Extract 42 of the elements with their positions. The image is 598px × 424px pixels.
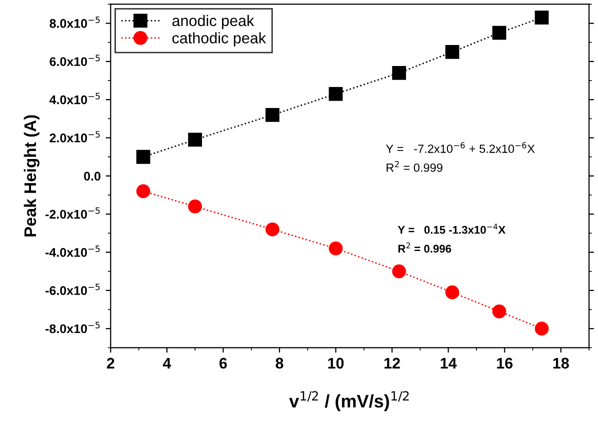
point xyxy=(445,285,460,300)
x-tick-label: 8 xyxy=(276,358,284,369)
point xyxy=(534,10,549,25)
point xyxy=(265,108,280,122)
point xyxy=(492,304,506,318)
point xyxy=(392,66,406,80)
x-tick-label: 6 xyxy=(220,358,227,369)
annotation: R$^{2}$ = 0.999 xyxy=(386,161,442,172)
x-tick-label: 14 xyxy=(440,358,457,368)
y-tick-label: 2.0x10$^{−5}$ xyxy=(50,131,100,142)
x-tick-label: 10 xyxy=(328,358,344,369)
point xyxy=(328,242,343,256)
y-tick-label: -4.0x10$^{−5}$ xyxy=(46,246,100,257)
annotation: Y = -7.2x10$^{−6}$ + 5.2x10$^{−6}$X xyxy=(386,142,535,153)
point xyxy=(492,26,506,40)
x-tick-label: 16 xyxy=(497,358,513,369)
y-tick-label: -2.0x10$^{−5}$ xyxy=(46,207,100,219)
legend-label: anodic peak xyxy=(172,14,254,30)
point xyxy=(136,184,150,198)
y-tick-label: -8.0x10$^{−5}$ xyxy=(46,322,100,334)
y-tick-label: -6.0x10$^{−5}$ xyxy=(46,284,100,296)
point xyxy=(136,150,150,164)
point xyxy=(392,264,406,278)
point xyxy=(445,44,460,59)
legend-label: cathodic peak xyxy=(172,32,266,46)
y-tick-label: 4.0x10$^{−5}$ xyxy=(49,92,100,104)
y-axis-title: Peak Height (A) xyxy=(24,115,40,236)
x-tick-label: 2 xyxy=(106,358,114,368)
point xyxy=(328,86,343,101)
x-axis-title: v$^{1/2}$ / (mV/s)$^{1/2}$ xyxy=(289,391,409,412)
x-tick-label: 4 xyxy=(162,358,172,368)
point xyxy=(265,222,280,236)
x-tick-label: 18 xyxy=(553,358,569,369)
point xyxy=(534,322,549,336)
point xyxy=(188,132,202,147)
y-tick-label: 6.0x10$^{−5}$ xyxy=(50,54,100,66)
point xyxy=(188,200,202,214)
y-tick-label: 8.0x10$^{−5}$ xyxy=(50,16,100,28)
annotation: R$^{2}$ = 0.996 xyxy=(398,242,452,253)
y-tick-label: 0.0 xyxy=(84,172,100,181)
x-tick-label: 12 xyxy=(384,358,400,368)
annotation: Y = 0.15 -1.3x10$^{−4}$X xyxy=(398,224,506,234)
